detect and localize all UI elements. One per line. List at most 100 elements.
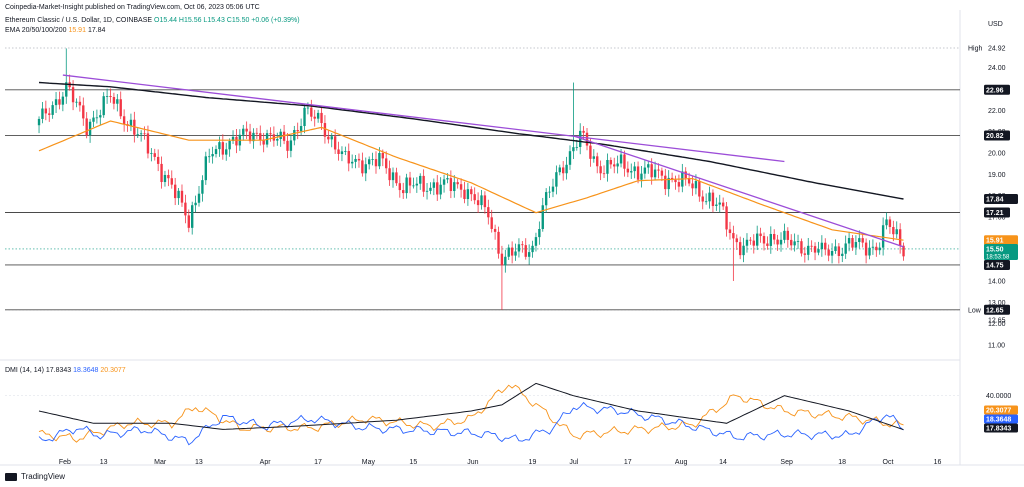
candle-body <box>779 239 783 245</box>
candle-body <box>456 182 459 185</box>
candle-body <box>44 108 48 114</box>
level-tag-text: 14.75 <box>986 262 1004 269</box>
price-tick-label: 11.00 <box>988 343 1005 350</box>
ema50-line <box>38 120 904 241</box>
level-tag-text: 20.82 <box>986 133 1004 140</box>
price-tag <box>984 235 1018 246</box>
candle-body <box>201 180 204 194</box>
candle-body <box>357 158 361 161</box>
candle-body <box>783 230 786 240</box>
candle-body <box>790 239 793 246</box>
low-label: Low <box>968 307 982 314</box>
candle-body <box>408 177 412 186</box>
candle-body <box>606 159 609 174</box>
candle-body <box>704 201 708 203</box>
candle-body <box>582 130 585 133</box>
candle-body <box>269 133 272 135</box>
dmi-tag <box>984 414 1018 424</box>
candle-body <box>476 200 480 206</box>
candle-body <box>514 251 517 256</box>
level-tag <box>984 84 1010 95</box>
candle-body <box>572 147 575 152</box>
time-tick-label: May <box>362 459 376 466</box>
candle-body <box>749 239 752 241</box>
candle-body <box>286 140 289 151</box>
candle-body <box>827 249 830 256</box>
candle-body <box>647 164 650 168</box>
candle-body <box>405 177 408 194</box>
candle-body <box>231 136 235 141</box>
candle-body <box>211 154 214 157</box>
candle-body <box>92 117 95 122</box>
candle-body <box>235 136 238 146</box>
candle-body <box>708 192 711 202</box>
candle-body <box>279 131 282 140</box>
candle-body <box>310 107 313 117</box>
candle-body <box>755 233 759 246</box>
candle-body <box>487 207 490 218</box>
high-label: High <box>968 45 983 52</box>
candle-body <box>99 115 102 118</box>
time-tick-label: Apr <box>260 459 272 466</box>
candle-body <box>640 173 643 180</box>
candle-body <box>521 244 524 246</box>
candle-body <box>466 189 470 200</box>
candle-body <box>316 112 320 119</box>
candle-body <box>555 172 558 187</box>
candle-body <box>585 132 589 146</box>
candle-body <box>793 241 796 246</box>
candle-body <box>837 246 841 256</box>
minus-di-line <box>38 384 904 443</box>
price-tag-text: 17.84 <box>986 197 1004 204</box>
candle-body <box>796 241 800 242</box>
time-tick-label: Oct <box>883 459 894 466</box>
candle-body <box>187 215 190 228</box>
candle-body <box>259 133 262 140</box>
candle-body <box>817 249 820 253</box>
candle-body <box>470 189 473 195</box>
candle-body <box>602 173 606 175</box>
candle-body <box>252 132 255 142</box>
candle-body <box>589 145 592 159</box>
time-tick-label: Aug <box>675 459 688 466</box>
candle-body <box>691 183 694 189</box>
time-tick-label: 17 <box>624 459 632 466</box>
candle-body <box>847 238 851 244</box>
candle-body <box>303 107 306 127</box>
candle-body <box>527 252 531 257</box>
level-tag-text: 17.21 <box>986 210 1004 217</box>
candle-body <box>687 178 691 184</box>
candle-body <box>684 171 687 179</box>
candle-body <box>282 131 286 141</box>
candle-body <box>830 250 834 256</box>
candle-body <box>313 116 316 119</box>
candle-body <box>531 245 534 253</box>
candle-body <box>493 228 497 232</box>
candle-body <box>548 191 551 193</box>
candle-body <box>596 156 599 167</box>
candle-body <box>711 192 715 206</box>
candle-body <box>425 190 429 192</box>
candle-body <box>41 108 44 119</box>
candle-body <box>888 219 892 227</box>
candle-body <box>878 247 881 251</box>
candle-body <box>156 156 160 164</box>
low-value: 12.65 <box>988 317 1006 324</box>
candle-body <box>538 228 541 238</box>
price-tick-label: 13.00 <box>988 300 1006 307</box>
candle-body <box>82 105 85 119</box>
candle-body <box>228 140 231 150</box>
candle-body <box>323 123 327 137</box>
dmi-tag-text: 20.3077 <box>986 408 1011 415</box>
candle-body <box>561 167 565 174</box>
time-tick-label: Mar <box>154 459 167 466</box>
candle-body <box>500 253 504 266</box>
level-tag-text: 22.96 <box>986 87 1004 94</box>
candle-body <box>112 97 116 104</box>
price-tag <box>984 243 1018 260</box>
candle-body <box>694 181 698 189</box>
candle-body <box>599 166 602 174</box>
candle-body <box>762 236 766 244</box>
candle-body <box>51 105 54 115</box>
